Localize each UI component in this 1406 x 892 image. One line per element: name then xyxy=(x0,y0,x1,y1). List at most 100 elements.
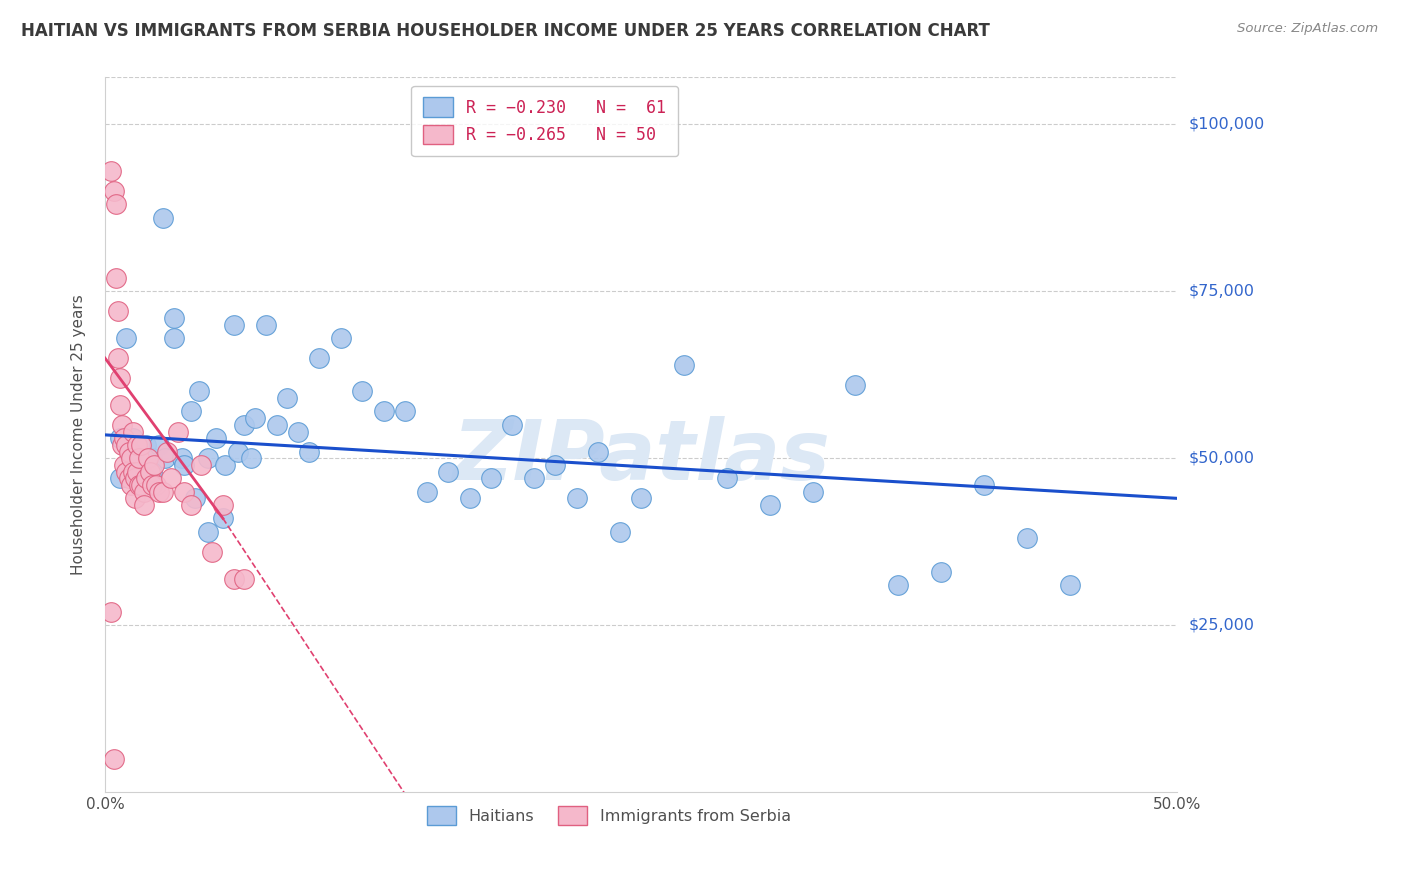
Point xyxy=(222,318,245,332)
Point xyxy=(128,451,150,466)
Point xyxy=(672,358,695,372)
Point xyxy=(201,545,224,559)
Point xyxy=(124,491,146,506)
Point xyxy=(190,458,212,472)
Point xyxy=(266,417,288,432)
Point xyxy=(162,331,184,345)
Point xyxy=(758,498,780,512)
Point xyxy=(115,331,138,345)
Point xyxy=(287,425,309,439)
Point xyxy=(108,398,131,412)
Point xyxy=(887,578,910,592)
Legend: Haitians, Immigrants from Serbia: Haitians, Immigrants from Serbia xyxy=(418,797,800,834)
Point xyxy=(108,471,131,485)
Point xyxy=(131,478,153,492)
Point xyxy=(239,451,262,466)
Point xyxy=(143,458,166,472)
Text: ZIPatlas: ZIPatlas xyxy=(453,416,830,497)
Point xyxy=(630,491,652,506)
Point xyxy=(121,465,143,479)
Point xyxy=(197,524,219,539)
Point xyxy=(276,391,298,405)
Point xyxy=(120,451,142,466)
Point xyxy=(117,471,139,485)
Point xyxy=(121,425,143,439)
Point xyxy=(156,444,179,458)
Point xyxy=(609,524,631,539)
Point xyxy=(141,451,163,466)
Point xyxy=(135,438,157,452)
Point xyxy=(148,484,170,499)
Point xyxy=(180,404,202,418)
Point xyxy=(233,417,256,432)
Point xyxy=(801,484,824,499)
Point xyxy=(103,184,125,198)
Point xyxy=(121,431,143,445)
Point xyxy=(115,465,138,479)
Point xyxy=(104,271,127,285)
Point xyxy=(716,471,738,485)
Point xyxy=(132,498,155,512)
Point xyxy=(108,431,131,445)
Point xyxy=(117,444,139,458)
Y-axis label: Householder Income Under 25 years: Householder Income Under 25 years xyxy=(72,294,86,575)
Point xyxy=(565,491,588,506)
Point xyxy=(214,458,236,472)
Point xyxy=(226,444,249,458)
Point xyxy=(120,444,142,458)
Point xyxy=(152,484,174,499)
Point xyxy=(124,471,146,485)
Text: $25,000: $25,000 xyxy=(1188,618,1254,632)
Text: $50,000: $50,000 xyxy=(1188,450,1254,466)
Point xyxy=(233,572,256,586)
Text: $75,000: $75,000 xyxy=(1188,284,1254,299)
Point xyxy=(394,404,416,418)
Point xyxy=(128,478,150,492)
Point xyxy=(100,164,122,178)
Point xyxy=(173,484,195,499)
Point xyxy=(103,752,125,766)
Point xyxy=(173,458,195,472)
Point xyxy=(148,438,170,452)
Point xyxy=(112,431,135,445)
Text: HAITIAN VS IMMIGRANTS FROM SERBIA HOUSEHOLDER INCOME UNDER 25 YEARS CORRELATION : HAITIAN VS IMMIGRANTS FROM SERBIA HOUSEH… xyxy=(21,22,990,40)
Point xyxy=(120,478,142,492)
Point xyxy=(298,444,321,458)
Point xyxy=(222,572,245,586)
Point xyxy=(135,471,157,485)
Point xyxy=(100,605,122,619)
Point xyxy=(172,451,194,466)
Point xyxy=(212,511,235,525)
Point xyxy=(458,491,481,506)
Point xyxy=(111,417,134,432)
Text: $100,000: $100,000 xyxy=(1188,117,1264,132)
Point xyxy=(127,438,149,452)
Point xyxy=(107,304,129,318)
Point xyxy=(243,411,266,425)
Point xyxy=(352,384,374,399)
Point xyxy=(479,471,502,485)
Point xyxy=(141,465,163,479)
Point xyxy=(145,478,167,492)
Point xyxy=(141,478,163,492)
Point xyxy=(136,451,159,466)
Point xyxy=(152,211,174,225)
Point xyxy=(167,425,190,439)
Point xyxy=(153,451,176,466)
Point xyxy=(188,384,211,399)
Point xyxy=(107,351,129,365)
Text: Source: ZipAtlas.com: Source: ZipAtlas.com xyxy=(1237,22,1378,36)
Point xyxy=(132,484,155,499)
Point xyxy=(111,438,134,452)
Point xyxy=(437,465,460,479)
Point xyxy=(197,451,219,466)
Point xyxy=(128,438,150,452)
Point xyxy=(184,491,207,506)
Point xyxy=(544,458,567,472)
Point xyxy=(929,565,952,579)
Point xyxy=(131,465,153,479)
Point xyxy=(127,465,149,479)
Point xyxy=(180,498,202,512)
Point xyxy=(139,465,162,479)
Point xyxy=(973,478,995,492)
